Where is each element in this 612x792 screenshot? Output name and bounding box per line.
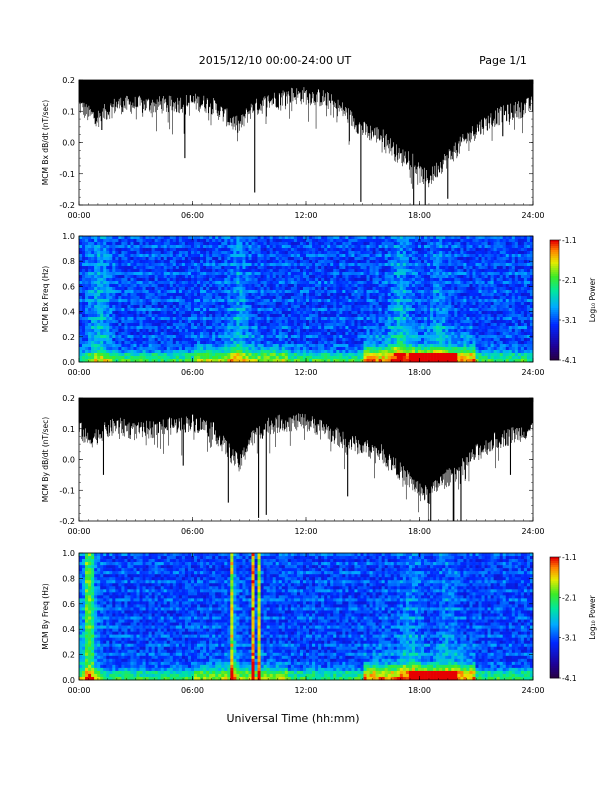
- x-tick-label: 00:00: [67, 686, 90, 695]
- colorbar-frame: [549, 556, 560, 679]
- x-tick-label: 12:00: [294, 527, 317, 536]
- x-tick-label: 00:00: [67, 368, 90, 377]
- y-axis-title: MCM Bx Freq (Hz): [41, 266, 50, 332]
- x-tick-label: 06:00: [181, 368, 204, 377]
- colorbar-tick-label: -1.1: [562, 236, 577, 245]
- y-tick-label: 0.2: [62, 651, 75, 660]
- x-tick-label: 18:00: [408, 368, 431, 377]
- colorbar-tick-label: -2.1: [562, 593, 577, 602]
- colorbar: -1.1 -2.1 -3.1 -4.1 Log₁₀ Power: [549, 553, 597, 683]
- colorbar-tick-label: -2.1: [562, 276, 577, 285]
- y-tick-label: -0.1: [59, 486, 75, 495]
- page-number: Page 1/1: [479, 54, 527, 67]
- y-tick-label: -0.1: [59, 170, 75, 179]
- by-dbdt-panel: 0.2 0.1 0.0 -0.1 -0.200:00 06:00 12:00 18:00 24:…: [41, 394, 545, 536]
- y-tick-label: 1.0: [62, 232, 75, 241]
- x-tick-label: 24:00: [521, 368, 544, 377]
- y-tick-label: 0.2: [62, 333, 75, 342]
- x-tick-label: 00:00: [67, 211, 90, 220]
- x-tick-label: 24:00: [521, 527, 544, 536]
- x-axis-title: Universal Time (hh:mm): [227, 712, 360, 725]
- dbdt-trace: [78, 398, 534, 521]
- y-tick-label: 0.0: [62, 456, 75, 465]
- x-tick-label: 06:00: [181, 527, 204, 536]
- colorbar-frame: [549, 239, 560, 361]
- x-tick-label: 24:00: [521, 686, 544, 695]
- colorbar-tick-label: -1.1: [562, 553, 577, 562]
- y-tick-label: 0.0: [62, 676, 75, 685]
- x-tick-label: 18:00: [408, 527, 431, 536]
- colorbar-title: Log₁₀ Power: [588, 594, 597, 639]
- bx-dbdt-panel: 0.2 0.1 0.0 -0.1 -0.200:00 06:00 12:00 18:00 24:…: [41, 76, 545, 220]
- dbdt-trace: [78, 80, 534, 205]
- x-tick-label: 18:00: [408, 211, 431, 220]
- y-tick-label: 0.2: [62, 76, 75, 85]
- x-tick-label: 24:00: [521, 211, 544, 220]
- spectrogram-cells: [79, 553, 534, 681]
- bx-spectrogram-panel: 1.0 0.8 0.6 0.4 0.2 0.000:00 06:00 12:00 18:00 24…: [41, 232, 597, 377]
- x-tick-label: 18:00: [408, 686, 431, 695]
- colorbar-tick-label: -3.1: [562, 634, 577, 643]
- y-tick-label: -0.2: [59, 201, 75, 210]
- y-tick-label: 0.1: [62, 107, 75, 116]
- colorbar-tick-label: -4.1: [562, 674, 577, 683]
- y-tick-label: 0.1: [62, 425, 75, 434]
- page-title: 2015/12/10 00:00-24:00 UT: [199, 54, 352, 67]
- y-tick-label: 0.6: [62, 600, 75, 609]
- x-tick-label: 00:00: [67, 527, 90, 536]
- colorbar-tick-label: -4.1: [562, 356, 577, 365]
- colorbar-tick-label: -3.1: [562, 316, 577, 325]
- y-tick-label: 0.0: [62, 139, 75, 148]
- y-tick-label: -0.2: [59, 517, 75, 526]
- y-tick-label: 0.2: [62, 394, 75, 403]
- x-tick-label: 12:00: [294, 368, 317, 377]
- y-tick-label: 1.0: [62, 549, 75, 558]
- spectrogram-cells: [79, 236, 534, 363]
- colorbar: -1.1 -2.1 -3.1 -4.1 Log₁₀ Power: [549, 236, 597, 365]
- y-tick-label: 0.8: [62, 574, 75, 583]
- y-axis-title: MCM By Freq (Hz): [41, 583, 50, 649]
- by-spectrogram-panel: 1.0 0.8 0.6 0.4 0.2 0.000:00 06:00 12:00 18:00 24…: [41, 549, 597, 695]
- x-tick-label: 06:00: [181, 686, 204, 695]
- y-tick-label: 0.0: [62, 358, 75, 367]
- y-axis-title: MCM Bx dB/dt (nT/sec): [41, 100, 50, 185]
- y-axis-title: MCM By dB/dt (nT/sec): [41, 417, 50, 502]
- y-tick-label: 0.4: [62, 625, 75, 634]
- y-tick-label: 0.8: [62, 257, 75, 266]
- x-tick-label: 12:00: [294, 211, 317, 220]
- x-tick-label: 06:00: [181, 211, 204, 220]
- x-tick-label: 12:00: [294, 686, 317, 695]
- y-tick-label: 0.4: [62, 308, 75, 317]
- y-tick-label: 0.6: [62, 282, 75, 291]
- colorbar-title: Log₁₀ Power: [588, 277, 597, 322]
